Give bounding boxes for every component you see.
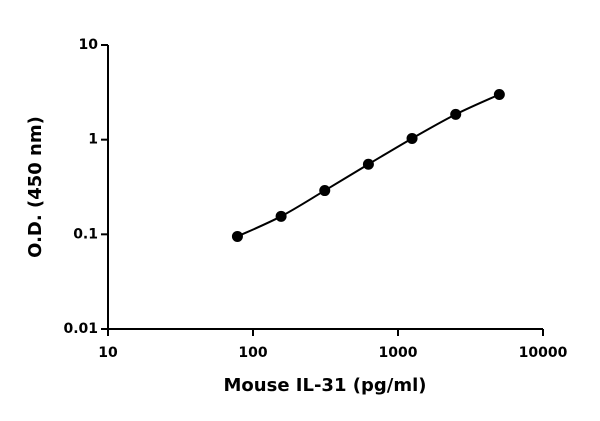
- x-tick-label: 10000: [519, 345, 568, 361]
- data-point: [319, 185, 331, 197]
- y-tick-label: 0.01: [63, 321, 98, 337]
- x-tick-label: 1000: [379, 345, 418, 361]
- data-point: [493, 88, 505, 100]
- y-tick-label: 10: [79, 37, 99, 53]
- y-tick-label: 1: [88, 132, 98, 148]
- x-tick-label: 10: [98, 345, 118, 361]
- data-point: [450, 108, 462, 120]
- data-point: [231, 230, 243, 242]
- y-axis-title: O.D. (450 nm): [25, 116, 46, 258]
- data-point: [362, 158, 374, 170]
- x-axis-title: Mouse IL-31 (pg/ml): [224, 375, 427, 396]
- x-tick-label: 100: [238, 345, 267, 361]
- y-tick-label: 0.1: [73, 226, 98, 242]
- data-point: [406, 132, 418, 144]
- data-point: [275, 210, 287, 222]
